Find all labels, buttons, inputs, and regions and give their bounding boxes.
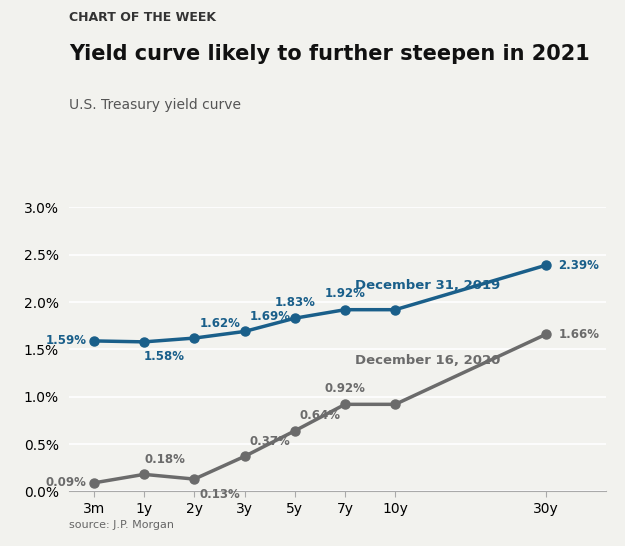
Text: 0.09%: 0.09% bbox=[46, 476, 86, 489]
Text: 0.13%: 0.13% bbox=[199, 488, 240, 501]
Text: Yield curve likely to further steepen in 2021: Yield curve likely to further steepen in… bbox=[69, 44, 589, 64]
Text: December 16, 2020: December 16, 2020 bbox=[355, 354, 501, 367]
Text: source: J.P. Morgan: source: J.P. Morgan bbox=[69, 520, 174, 530]
Text: 0.37%: 0.37% bbox=[249, 435, 291, 448]
Text: U.S. Treasury yield curve: U.S. Treasury yield curve bbox=[69, 98, 241, 112]
Text: 0.64%: 0.64% bbox=[300, 410, 341, 422]
Text: CHART OF THE WEEK: CHART OF THE WEEK bbox=[69, 11, 216, 24]
Text: 1.58%: 1.58% bbox=[144, 351, 185, 364]
Text: 1.59%: 1.59% bbox=[46, 334, 86, 347]
Text: 1.66%: 1.66% bbox=[559, 328, 599, 341]
Text: 1.83%: 1.83% bbox=[274, 296, 315, 308]
Text: 0.92%: 0.92% bbox=[324, 382, 366, 395]
Text: 2.39%: 2.39% bbox=[559, 259, 599, 272]
Text: 1.62%: 1.62% bbox=[199, 317, 240, 330]
Text: December 31, 2019: December 31, 2019 bbox=[355, 278, 501, 292]
Text: 1.92%: 1.92% bbox=[324, 287, 366, 300]
Text: 1.69%: 1.69% bbox=[249, 310, 291, 323]
Text: 0.18%: 0.18% bbox=[144, 453, 185, 466]
